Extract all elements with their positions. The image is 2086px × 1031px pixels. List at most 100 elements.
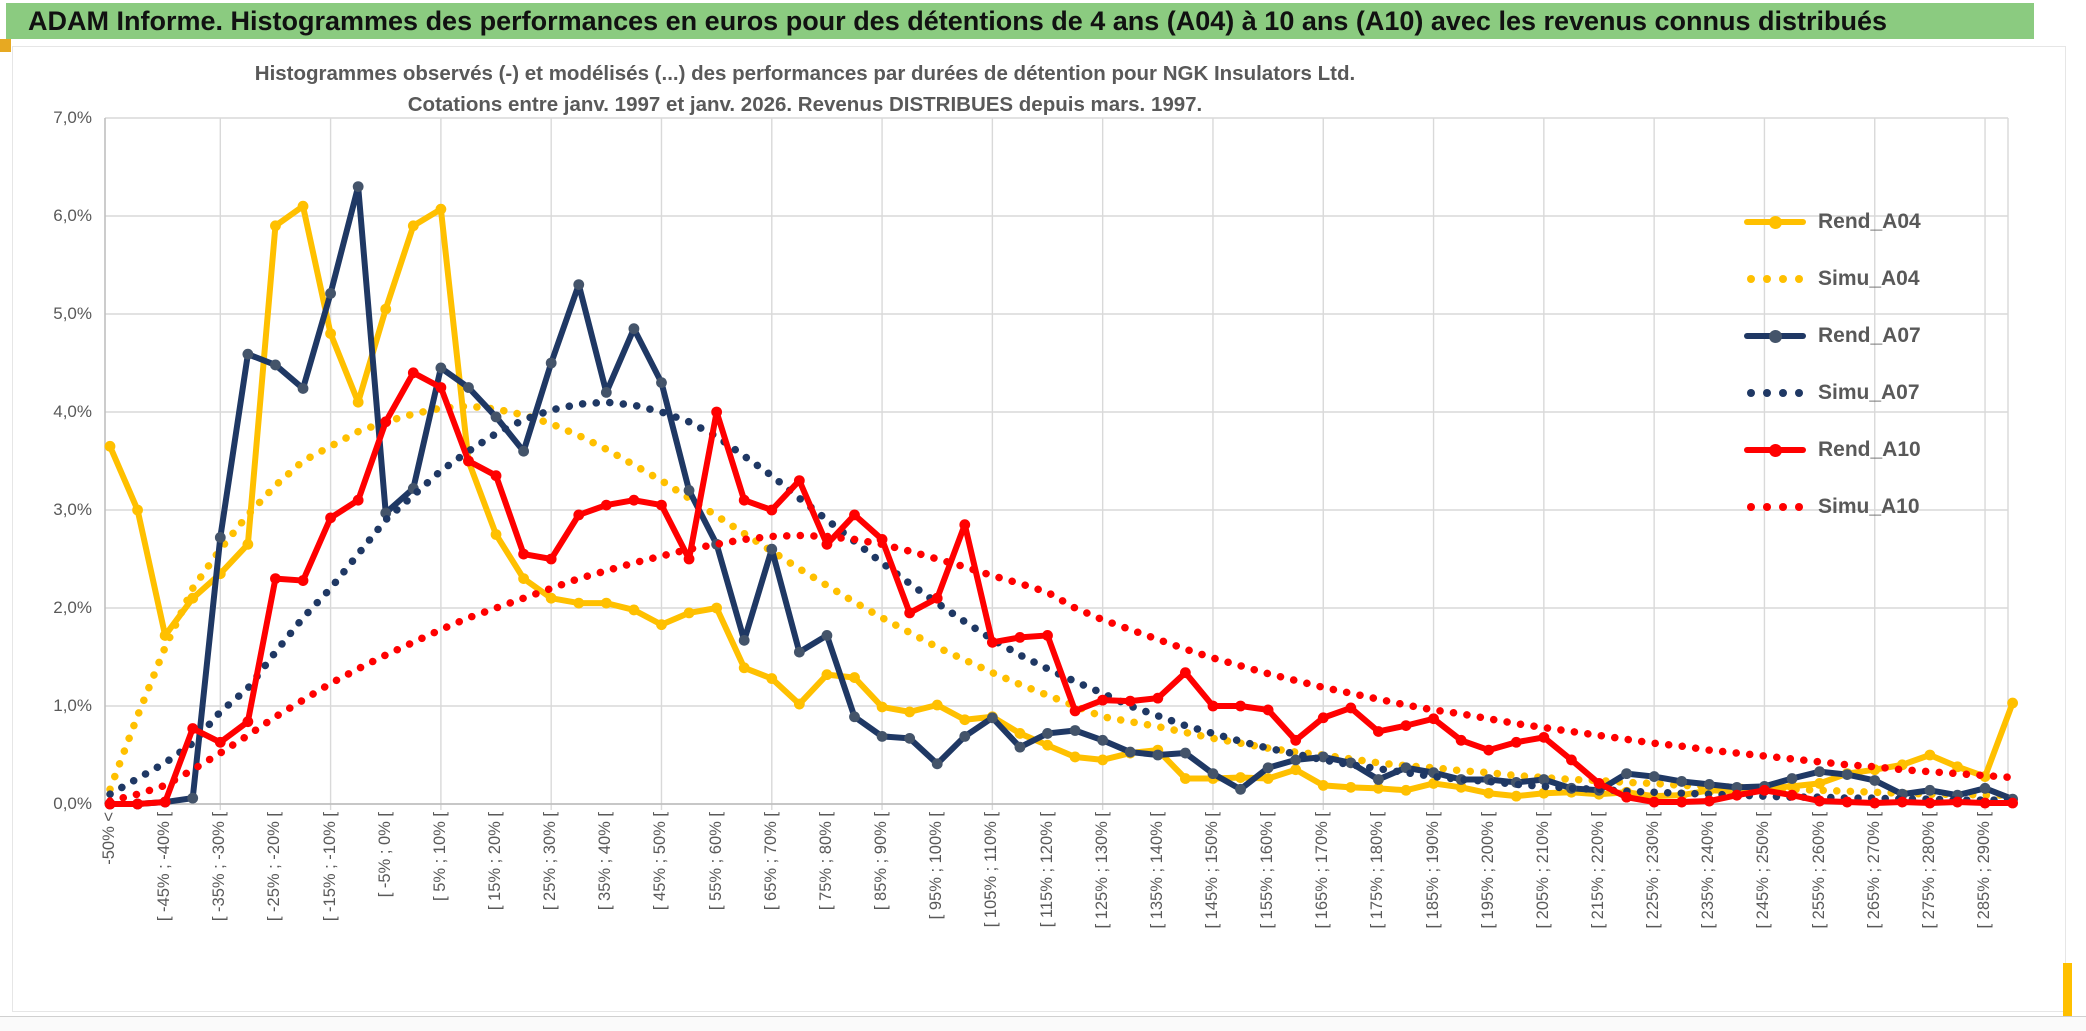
series-marker-Rend_A10 — [380, 416, 392, 428]
series-marker-Rend_A10 — [849, 509, 860, 521]
series-marker-Rend_A10 — [573, 509, 585, 521]
legend-swatch-dotted-icon — [1744, 275, 1806, 283]
series-marker-Rend_A10 — [1703, 795, 1715, 807]
series-marker-Rend_A10 — [1400, 720, 1412, 731]
series-marker-Rend_A04 — [1262, 773, 1274, 784]
series-marker-Rend_A04 — [1042, 739, 1053, 751]
series-marker-Rend_A10 — [1676, 796, 1688, 808]
series-marker-Rend_A10 — [1345, 702, 1357, 714]
legend-label: Rend_A10 — [1818, 438, 1921, 461]
x-axis-tick-label: [ 205% ; 210% [ — [1533, 812, 1552, 929]
series-marker-Rend_A10 — [1455, 734, 1467, 746]
legend-item-Rend_A10[interactable]: Rend_A10 — [1744, 433, 1921, 467]
chart-title-line1: Histogrammes observés (-) et modélisés (… — [254, 62, 1356, 85]
series-marker-Rend_A04 — [270, 220, 281, 232]
series-marker-Rend_A04 — [1290, 764, 1302, 776]
series-marker-Rend_A07 — [1676, 776, 1688, 787]
series-marker-Rend_A04 — [849, 672, 860, 683]
x-axis-tick-label: [ 85% ; 90% [ — [872, 812, 891, 911]
legend-dotted-sample — [1747, 503, 1803, 511]
series-marker-Rend_A10 — [214, 736, 226, 748]
x-axis-tick-label: [ -5% ; 0% [ — [375, 812, 394, 898]
legend-label: Simu_A04 — [1818, 267, 1920, 290]
legend-item-Rend_A07[interactable]: Rend_A07 — [1744, 319, 1921, 353]
series-marker-Rend_A10 — [1621, 791, 1632, 803]
series-marker-Rend_A04 — [931, 699, 943, 711]
series-marker-Rend_A10 — [1069, 705, 1081, 717]
series-marker-Rend_A07 — [849, 711, 860, 723]
legend-item-Simu_A07[interactable]: Simu_A07 — [1744, 376, 1920, 410]
legend-item-Simu_A10[interactable]: Simu_A10 — [1744, 490, 1920, 524]
series-marker-Rend_A07 — [821, 630, 833, 641]
series-marker-Rend_A07 — [986, 712, 998, 724]
series-marker-Rend_A10 — [1538, 731, 1550, 743]
series-marker-Rend_A07 — [1979, 782, 1991, 794]
series-marker-Rend_A04 — [1538, 787, 1550, 799]
series-marker-Rend_A04 — [793, 698, 805, 710]
series-marker-Rend_A10 — [1124, 695, 1136, 707]
series-marker-Rend_A04 — [1373, 782, 1384, 794]
series-line-Simu_A10 — [106, 531, 2017, 805]
series-marker-Rend_A07 — [766, 543, 778, 555]
banner-title: ADAM Informe. Histogrammes des performan… — [6, 3, 2034, 39]
series-marker-Rend_A07 — [1042, 728, 1053, 739]
series-marker-Rend_A10 — [986, 636, 998, 648]
series-marker-Rend_A07 — [1317, 751, 1329, 763]
x-axis-tick-label: [ 155% ; 160% [ — [1258, 812, 1277, 929]
legend-item-Rend_A04[interactable]: Rend_A04 — [1744, 205, 1921, 239]
series-marker-Rend_A07 — [793, 646, 805, 658]
series-marker-Rend_A10 — [1014, 632, 1026, 643]
series-marker-Rend_A04 — [821, 669, 833, 681]
series-marker-Rend_A10 — [1373, 726, 1384, 737]
x-axis-tick-label: [ 265% ; 270% [ — [1864, 812, 1883, 929]
series-marker-Rend_A07 — [187, 792, 199, 804]
series-marker-Rend_A07 — [1869, 775, 1881, 786]
series-marker-Rend_A07 — [297, 383, 309, 394]
legend-dotted-sample — [1747, 275, 1803, 283]
x-axis-tick-label: [ 125% ; 130% [ — [1092, 812, 1111, 929]
series-marker-Rend_A07 — [490, 411, 502, 423]
x-axis-tick-label: [ 245% ; 250% [ — [1754, 812, 1773, 929]
series-marker-Rend_A10 — [628, 494, 640, 506]
series-marker-Rend_A07 — [656, 377, 667, 388]
series-marker-Rend_A04 — [1235, 772, 1246, 783]
series-marker-Rend_A04 — [711, 602, 723, 614]
gold-accent-left — [0, 39, 11, 52]
series-marker-Rend_A10 — [490, 470, 502, 482]
series-marker-Rend_A10 — [1042, 630, 1053, 641]
series-marker-Rend_A10 — [1952, 796, 1963, 808]
series-marker-Rend_A10 — [187, 723, 199, 734]
x-axis-tick-label: [ 145% ; 150% [ — [1202, 812, 1221, 929]
series-marker-Rend_A10 — [738, 494, 750, 506]
x-axis-tick-label: [ -35% ; -30% [ — [210, 812, 229, 922]
series-marker-Rend_A07 — [573, 279, 585, 290]
series-marker-Rend_A04 — [297, 200, 309, 212]
y-axis-tick-label: 4,0% — [53, 402, 92, 421]
series-marker-Rend_A07 — [1014, 741, 1026, 753]
series-marker-Rend_A07 — [242, 348, 254, 360]
series-marker-Rend_A10 — [1317, 712, 1329, 724]
series-marker-Rend_A10 — [297, 575, 309, 586]
legend-item-Simu_A04[interactable]: Simu_A04 — [1744, 262, 1920, 296]
y-axis-tick-label: 7,0% — [53, 108, 92, 127]
series-marker-Rend_A04 — [573, 597, 585, 609]
series-marker-Rend_A10 — [242, 716, 254, 728]
series-marker-Rend_A07 — [600, 387, 612, 398]
x-axis-tick-label: [ 45% ; 50% [ — [651, 812, 670, 911]
series-marker-Rend_A10 — [1814, 795, 1825, 807]
series-marker-Rend_A07 — [1841, 769, 1853, 780]
x-axis-tick-label: [ 185% ; 190% [ — [1423, 812, 1442, 929]
series-marker-Rend_A07 — [463, 382, 474, 393]
series-marker-Rend_A04 — [352, 396, 364, 408]
series-marker-Rend_A07 — [904, 732, 916, 744]
series-marker-Rend_A10 — [1483, 744, 1495, 756]
series-marker-Rend_A04 — [2007, 697, 2019, 709]
x-axis-tick-label: [ 75% ; 80% [ — [816, 812, 835, 911]
x-axis-tick-label: -50% < — [100, 812, 118, 865]
series-marker-Rend_A07 — [1290, 754, 1302, 766]
series-marker-Rend_A07 — [1179, 747, 1191, 759]
x-axis-tick-label: [ 165% ; 170% [ — [1313, 812, 1332, 929]
y-axis-tick-label: 2,0% — [53, 598, 92, 617]
series-marker-Rend_A04 — [1097, 754, 1109, 766]
x-axis-tick-label: [ 275% ; 280% [ — [1919, 812, 1938, 929]
